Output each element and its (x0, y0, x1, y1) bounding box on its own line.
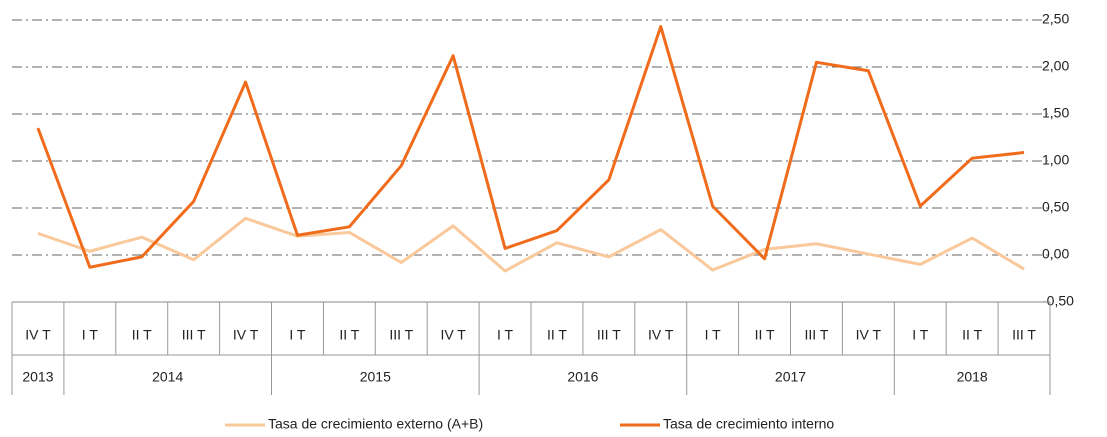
x-tick-label: II T (132, 327, 152, 343)
y-tick-label: 0,00 (1042, 246, 1069, 262)
y-tick-label: 1,00 (1042, 152, 1069, 168)
x-tick-label: III T (389, 327, 413, 343)
year-label: 2014 (152, 369, 183, 385)
series-line (37, 216, 1025, 273)
x-tick-label: II T (339, 327, 359, 343)
year-label: 2018 (957, 369, 988, 385)
y-tick-label: 2,00 (1042, 58, 1069, 74)
year-label: 2015 (360, 369, 391, 385)
y-tick-label: 0,50 (1042, 199, 1069, 215)
x-tick-label: IV T (648, 327, 674, 343)
x-tick-label: II T (755, 327, 775, 343)
series-line (36, 25, 1025, 269)
x-tick-label: I T (497, 327, 514, 343)
x-tick-label: III T (182, 327, 206, 343)
y-tick-label: 1,50 (1042, 105, 1069, 121)
x-tick-label: IV T (440, 327, 466, 343)
x-tick-label: III T (1012, 327, 1036, 343)
x-tick-label: III T (597, 327, 621, 343)
x-tick-label: II T (962, 327, 982, 343)
legend-label: Tasa de crecimiento interno (663, 416, 834, 432)
x-tick-label: I T (82, 327, 99, 343)
legend-label: Tasa de crecimiento externo (A+B) (268, 416, 483, 432)
x-tick-label: IV T (25, 327, 51, 343)
x-tick-label: I T (705, 327, 722, 343)
x-tick-label: I T (289, 327, 306, 343)
x-tick-label: I T (912, 327, 929, 343)
x-tick-label: III T (805, 327, 829, 343)
x-tick-label: IV T (233, 327, 259, 343)
y-tick-label: -0,50 (1042, 293, 1074, 309)
year-label: 2017 (775, 369, 806, 385)
x-tick-label: II T (547, 327, 567, 343)
year-label: 2013 (22, 369, 53, 385)
y-tick-label: 2,50 (1042, 11, 1069, 27)
year-label: 2016 (567, 369, 598, 385)
x-tick-label: IV T (856, 327, 882, 343)
